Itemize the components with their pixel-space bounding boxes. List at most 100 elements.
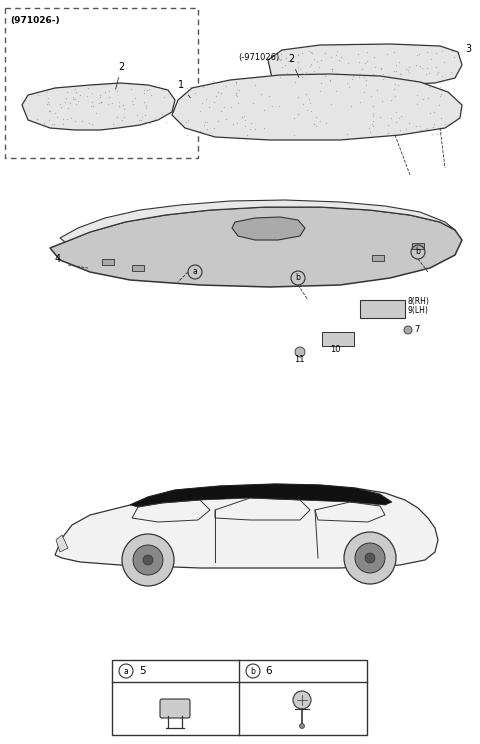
Polygon shape [55,484,438,568]
Point [141,115,148,127]
Point [115,100,122,112]
Bar [360,300,405,318]
Point [419,124,426,135]
Point [232,76,240,88]
Text: 1: 1 [178,80,191,97]
Bar [412,243,424,249]
Point [432,61,440,73]
Point [232,77,240,89]
Point [306,97,313,109]
Point [370,51,378,63]
Point [281,59,288,71]
Point [276,53,283,65]
Point [387,112,395,124]
Point [332,85,339,97]
Point [451,51,458,63]
Point [294,61,302,73]
Point [115,96,123,108]
Point [447,66,455,78]
Point [284,55,291,67]
Point [130,98,137,110]
Text: 7: 7 [414,326,420,335]
Point [78,115,85,126]
Point [48,118,56,129]
Circle shape [300,723,304,728]
Point [302,89,310,100]
Point [363,46,371,58]
Point [367,89,374,101]
Point [345,81,353,93]
Point [395,79,402,91]
Point [392,117,400,129]
Point [382,129,389,141]
Point [333,48,340,60]
Point [45,98,53,110]
Point [413,98,420,110]
Point [197,105,204,117]
Point [396,68,404,80]
Point [422,123,430,135]
Point [240,110,248,122]
Point [432,77,439,89]
Point [441,56,448,68]
Point [429,121,437,133]
Point [222,113,229,125]
Point [140,83,148,95]
Point [277,48,285,60]
Point [183,129,191,141]
Point [105,91,112,103]
Point [435,99,443,111]
Point [108,97,116,109]
Point [392,59,399,71]
Text: 10: 10 [330,345,340,354]
Point [209,75,216,87]
Point [361,57,369,69]
Point [437,84,445,96]
Point [160,92,168,103]
Point [205,100,213,112]
Point [438,45,446,57]
Bar [102,259,114,265]
Point [369,108,377,120]
Point [310,65,318,77]
Point [370,68,377,80]
Point [243,129,251,141]
Point [85,118,93,129]
Point [392,65,400,77]
Point [316,85,324,97]
Point [306,60,314,71]
Point [332,67,340,79]
Point [327,51,335,63]
Point [328,63,336,75]
Point [441,118,449,130]
Point [53,112,61,124]
Polygon shape [130,484,392,507]
Point [321,70,328,82]
Point [396,56,403,68]
Point [412,59,420,71]
Point [202,93,210,105]
Point [43,98,51,110]
Point [396,68,404,80]
Point [295,49,302,61]
Point [413,89,421,101]
Point [93,107,100,119]
Text: 2: 2 [116,62,124,89]
Point [326,74,334,86]
Point [378,63,385,75]
Point [76,89,84,100]
Point [217,105,225,117]
Point [97,96,105,108]
Point [368,118,376,130]
Point [354,48,361,60]
Point [232,89,240,101]
Point [317,77,325,89]
Point [378,95,385,107]
Point [249,97,257,109]
Point [145,83,153,94]
Point [363,55,371,67]
Text: a: a [124,667,128,676]
Point [183,82,191,94]
Point [210,97,218,109]
Point [390,46,398,58]
